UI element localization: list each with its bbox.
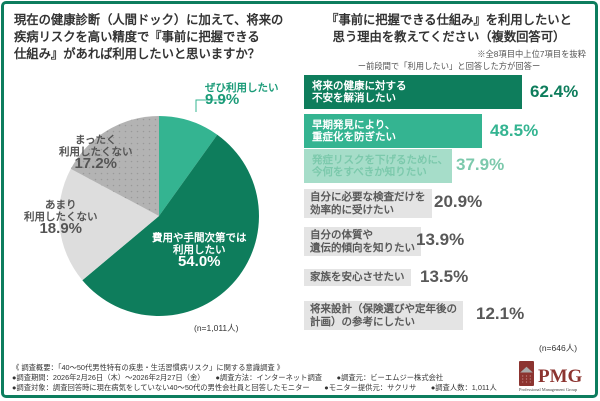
svg-text:PMG: PMG	[538, 366, 583, 387]
svg-text:Professional Management Group: Professional Management Group	[519, 387, 578, 392]
